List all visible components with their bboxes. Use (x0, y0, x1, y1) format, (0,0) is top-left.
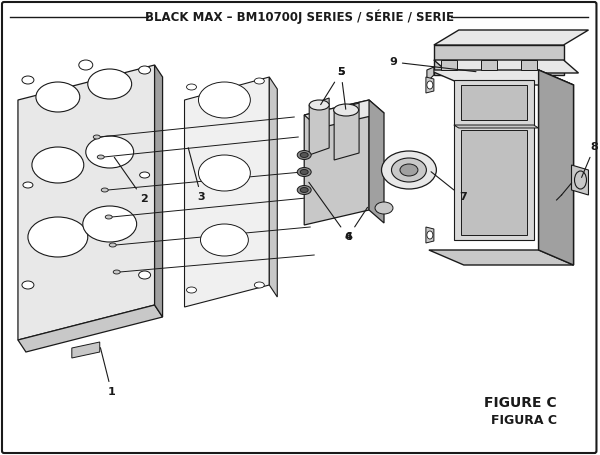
Polygon shape (72, 342, 100, 358)
Polygon shape (185, 77, 269, 307)
Polygon shape (304, 100, 369, 225)
Ellipse shape (300, 152, 308, 157)
Ellipse shape (105, 215, 112, 219)
Ellipse shape (575, 171, 586, 189)
Ellipse shape (199, 155, 250, 191)
Polygon shape (369, 100, 384, 223)
Text: 6: 6 (344, 207, 368, 242)
Polygon shape (572, 165, 589, 195)
Ellipse shape (187, 287, 196, 293)
Polygon shape (539, 70, 574, 265)
Ellipse shape (36, 82, 80, 112)
Ellipse shape (140, 172, 149, 178)
Ellipse shape (113, 270, 120, 274)
Text: BLACK MAX – BM10700J SERIES / SÉRIE / SERIE: BLACK MAX – BM10700J SERIES / SÉRIE / SE… (145, 10, 454, 24)
Polygon shape (426, 77, 434, 93)
Polygon shape (434, 45, 563, 75)
Text: 7: 7 (431, 172, 467, 202)
Polygon shape (521, 60, 536, 70)
Text: FIGURE C: FIGURE C (484, 396, 557, 410)
Polygon shape (427, 67, 434, 82)
Polygon shape (18, 65, 155, 340)
Ellipse shape (83, 206, 137, 242)
Ellipse shape (391, 158, 427, 182)
Ellipse shape (375, 202, 393, 214)
Polygon shape (18, 305, 163, 352)
Text: 8: 8 (581, 142, 598, 177)
Text: 5: 5 (337, 67, 346, 109)
Text: 5: 5 (320, 67, 345, 105)
Ellipse shape (97, 155, 104, 159)
Ellipse shape (28, 217, 88, 257)
Polygon shape (334, 103, 359, 160)
Ellipse shape (79, 60, 93, 70)
Ellipse shape (427, 231, 433, 239)
Ellipse shape (300, 187, 308, 192)
Polygon shape (269, 77, 277, 297)
Text: 1: 1 (100, 348, 115, 397)
Ellipse shape (200, 224, 248, 256)
Text: FIGURA C: FIGURA C (491, 414, 557, 426)
Polygon shape (461, 85, 527, 120)
Ellipse shape (300, 170, 308, 175)
Ellipse shape (334, 104, 359, 116)
Ellipse shape (187, 84, 196, 90)
Ellipse shape (427, 81, 433, 89)
Polygon shape (309, 98, 329, 155)
Text: 2: 2 (115, 157, 148, 204)
Ellipse shape (254, 282, 265, 288)
Polygon shape (429, 250, 574, 265)
Ellipse shape (297, 151, 311, 160)
Polygon shape (155, 65, 163, 317)
Polygon shape (434, 60, 578, 73)
Ellipse shape (297, 167, 311, 177)
Ellipse shape (22, 76, 34, 84)
Polygon shape (454, 125, 539, 128)
Ellipse shape (309, 100, 329, 110)
Polygon shape (461, 130, 527, 235)
Polygon shape (434, 30, 589, 45)
Ellipse shape (23, 182, 33, 188)
Ellipse shape (382, 151, 436, 189)
Ellipse shape (109, 243, 116, 247)
Polygon shape (429, 70, 574, 85)
Ellipse shape (139, 271, 151, 279)
Polygon shape (539, 70, 574, 265)
Polygon shape (304, 100, 384, 128)
Ellipse shape (32, 147, 84, 183)
Polygon shape (441, 60, 457, 70)
Ellipse shape (93, 135, 100, 139)
Ellipse shape (22, 281, 34, 289)
Polygon shape (481, 60, 497, 70)
Ellipse shape (297, 186, 311, 194)
Text: 9: 9 (389, 57, 476, 72)
Ellipse shape (254, 78, 265, 84)
Ellipse shape (86, 136, 134, 168)
Ellipse shape (400, 164, 418, 176)
Text: 4: 4 (309, 182, 352, 242)
Ellipse shape (101, 188, 108, 192)
Polygon shape (454, 80, 533, 240)
Ellipse shape (139, 66, 151, 74)
Text: 3: 3 (188, 148, 205, 202)
Ellipse shape (88, 69, 131, 99)
Ellipse shape (199, 82, 250, 118)
Polygon shape (426, 227, 434, 243)
